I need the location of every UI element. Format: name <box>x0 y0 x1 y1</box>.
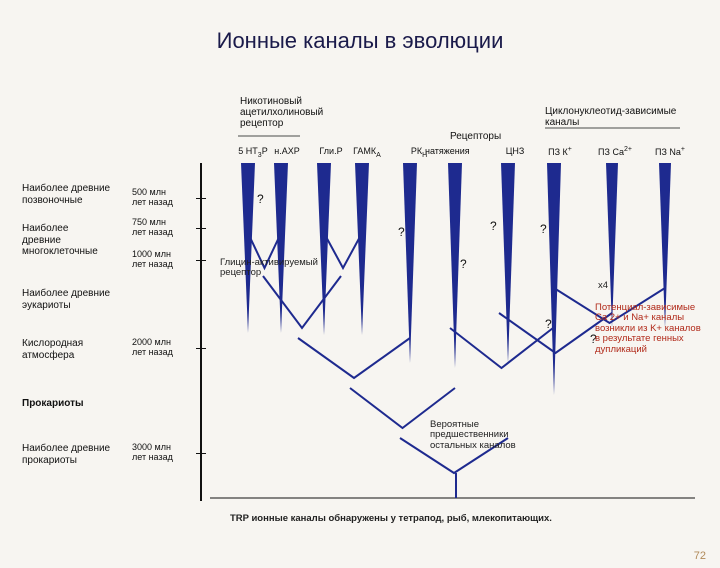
axis-tick <box>196 348 206 349</box>
page-number: 72 <box>694 550 706 562</box>
era-label: Наиболее древние многоклеточные <box>22 223 132 258</box>
svg-text:?: ? <box>490 219 497 233</box>
probable-note: Вероятные предшественники остальных кана… <box>430 420 516 451</box>
channel-col-label: ГАМКА <box>347 146 387 159</box>
era-label: Наиболее древние прокариоты <box>22 443 132 466</box>
time-ago-label: 3000 млн лет назад <box>132 443 202 463</box>
time-ago-label: 2000 млн лет назад <box>132 338 202 358</box>
era-label: Прокариоты <box>22 398 132 410</box>
axis-tick <box>196 453 206 454</box>
svg-text:?: ? <box>257 192 264 206</box>
channel-col-label: н.АХР <box>267 146 307 156</box>
era-label: Наиболее древние эукариоты <box>22 288 132 311</box>
channel-col-label: ПЗ Na+ <box>650 146 690 157</box>
time-ago-label: 750 млн лет назад <box>132 218 202 238</box>
channel-col-label: натяжения <box>425 146 465 156</box>
channel-col-label: ПЗ Ca2+ <box>595 146 635 157</box>
glycine-note: Глицин-активируемый рецептор <box>220 258 318 279</box>
channel-col-label: ПЗ К+ <box>540 146 580 157</box>
axis-tick <box>196 260 206 261</box>
svg-text:?: ? <box>545 317 552 331</box>
axis-tick <box>196 198 206 199</box>
svg-text:?: ? <box>398 225 405 239</box>
red-duplication-note: Потенциал-зависимые Ca 2+ и Na+ каналы в… <box>595 303 701 355</box>
time-ago-label: 500 млн лет назад <box>132 188 202 208</box>
era-label: Кислородная атмосфера <box>22 338 132 361</box>
era-label: Наиболее древние позвоночные <box>22 183 132 206</box>
svg-text:?: ? <box>540 222 547 236</box>
time-ago-label: 1000 млн лет назад <box>132 250 202 270</box>
channel-col-label: Гли.Р <box>311 146 351 156</box>
footer-note: TRP ионные каналы обнаружены у тетрапод,… <box>230 514 552 524</box>
x4-note: х4 <box>598 281 608 291</box>
svg-text:?: ? <box>460 257 467 271</box>
channel-col-label: ЦНЗ <box>495 146 535 156</box>
axis-tick <box>196 228 206 229</box>
